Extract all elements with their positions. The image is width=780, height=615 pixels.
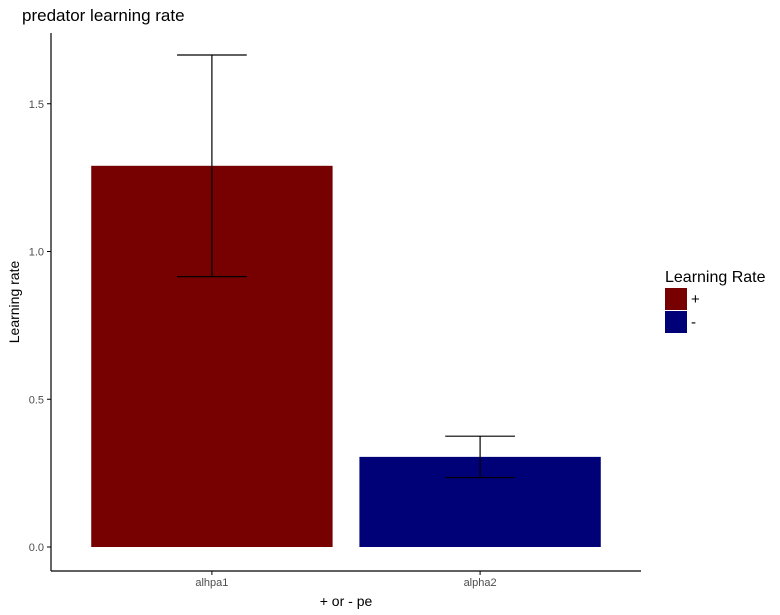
legend-label: + bbox=[691, 291, 700, 308]
y-tick-label: 1.0 bbox=[29, 247, 44, 259]
y-tick-label: 0.5 bbox=[29, 394, 44, 406]
x-axis-title: + or - pe bbox=[320, 593, 373, 609]
y-tick-label: 0.0 bbox=[29, 542, 44, 554]
x-tick-label: alhpa1 bbox=[195, 577, 228, 589]
y-axis-ticks: 0.0 0.5 1.0 1.5 bbox=[29, 99, 51, 554]
chart-title: predator learning rate bbox=[22, 6, 185, 25]
bar-series bbox=[91, 165, 601, 547]
error-bars bbox=[177, 54, 515, 479]
y-axis-title: Learning rate bbox=[6, 261, 22, 344]
legend-swatch bbox=[665, 311, 687, 333]
x-tick-label: alpha2 bbox=[464, 577, 497, 589]
x-axis-ticks: alhpa1 alpha2 bbox=[195, 571, 497, 589]
legend-swatch bbox=[665, 288, 687, 310]
legend-label: - bbox=[691, 314, 696, 331]
y-tick-label: 1.5 bbox=[29, 99, 44, 111]
legend-title: Learning Rate bbox=[665, 269, 766, 286]
legend: Learning Rate + - bbox=[665, 269, 766, 333]
